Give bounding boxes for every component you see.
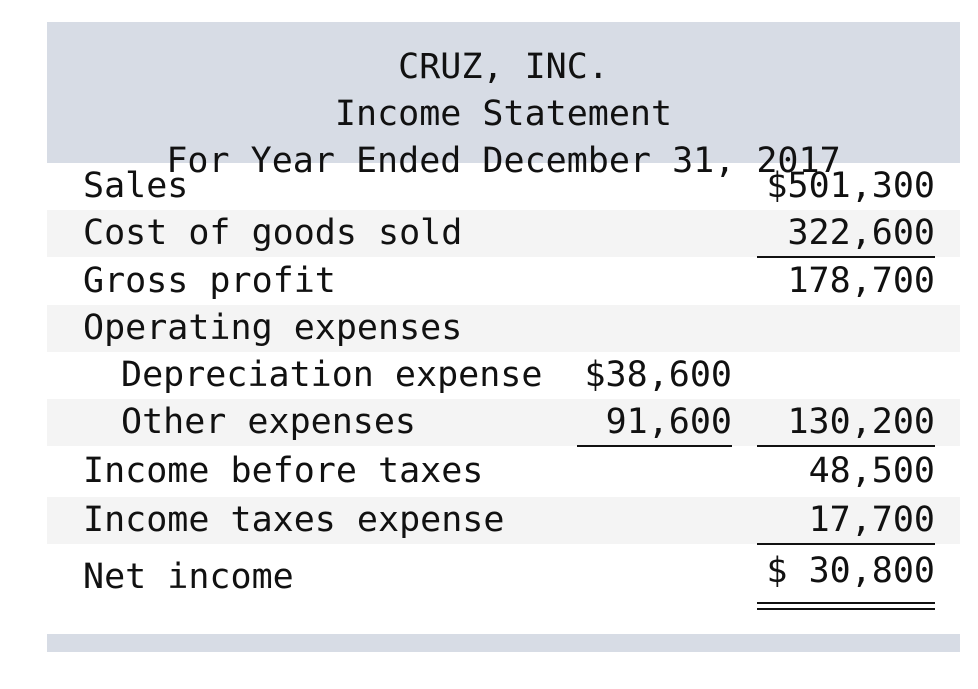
row-other-expenses: Other expenses 91,600 130,200	[47, 399, 960, 446]
row-label: Depreciation expense	[121, 355, 543, 395]
row-label: Net income	[83, 557, 294, 597]
amount-total: 17,700	[808, 500, 935, 540]
statement-period: For Year Ended December 31, 2017	[166, 141, 841, 181]
statement-header: CRUZ, INC. Income Statement For Year End…	[47, 22, 960, 181]
row-label: Sales	[83, 166, 189, 206]
company-name: CRUZ, INC.	[398, 47, 609, 87]
row-label: Operating expenses	[83, 308, 463, 348]
amount-total: $501,300	[766, 166, 935, 206]
row-income-taxes: Income taxes expense 17,700	[47, 497, 960, 544]
amount-detail: $38,600	[584, 355, 732, 395]
amount-total: 130,200	[787, 402, 935, 442]
amount-total: 178,700	[787, 261, 935, 301]
row-label: Income taxes expense	[83, 500, 505, 540]
row-net-income: Net income $ 30,800	[47, 551, 960, 601]
subtotal-underline	[757, 543, 935, 545]
row-label: Gross profit	[83, 261, 336, 301]
total-double-underline-bottom	[757, 608, 935, 610]
row-label: Income before taxes	[83, 451, 484, 491]
row-cogs: Cost of goods sold 322,600	[47, 210, 960, 257]
statement-title: Income Statement	[334, 94, 673, 134]
row-income-before-taxes: Income before taxes 48,500	[47, 448, 960, 495]
row-depreciation: Depreciation expense $38,600	[47, 352, 960, 399]
row-sales: Sales $501,300	[47, 163, 960, 210]
amount-total: $ 30,800	[766, 551, 935, 591]
row-label: Cost of goods sold	[83, 213, 463, 253]
footer-bar	[47, 634, 960, 652]
row-operating-expenses: Operating expenses	[47, 305, 960, 352]
row-gross-profit: Gross profit 178,700	[47, 258, 960, 305]
total-double-underline-top	[757, 602, 935, 604]
subtotal-underline	[757, 256, 935, 258]
amount-total: 48,500	[808, 451, 935, 491]
subtotal-underline	[757, 445, 935, 447]
row-label: Other expenses	[121, 402, 417, 442]
amount-detail: 91,600	[605, 402, 732, 442]
detail-underline	[577, 445, 732, 447]
amount-total: 322,600	[787, 213, 935, 253]
